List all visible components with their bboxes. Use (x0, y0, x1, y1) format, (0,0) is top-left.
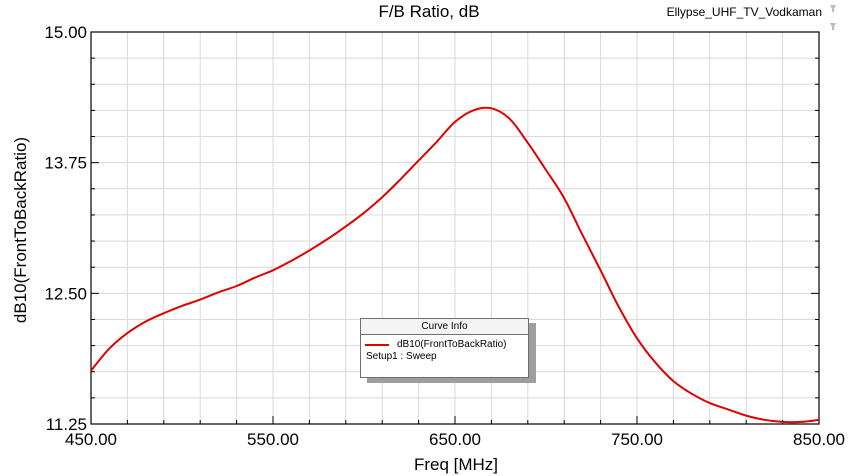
y-tick-labels: 11.25 12.50 13.75 15.00 (44, 23, 87, 434)
x-tick-labels: 450.00 550.00 650.00 750.00 850.00 (65, 430, 845, 449)
x-tick-label: 550.00 (247, 430, 299, 449)
y-axis-label: dB10(FrontToBackRatio) (11, 137, 30, 323)
x-tick-label: 650.00 (429, 430, 481, 449)
pin-icon[interactable] (828, 22, 838, 32)
y-tick-label: 11.25 (46, 415, 87, 434)
pin-icon[interactable] (828, 4, 838, 14)
x-tick-label: 450.00 (65, 430, 117, 449)
y-tick-label: 12.50 (44, 284, 87, 303)
x-tick-label: 850.00 (793, 430, 845, 449)
legend-entry: dB10(FrontToBackRatio) (361, 338, 528, 351)
y-tick-label: 13.75 (44, 154, 87, 173)
y-tick-label: 15.00 (44, 23, 87, 42)
legend-entry-label: dB10(FrontToBackRatio) (397, 339, 507, 350)
project-name: Ellypse_UHF_TV_Vodkaman (666, 5, 822, 19)
x-axis-label: Freq [MHz] (414, 455, 498, 474)
plot-frame (90, 31, 820, 425)
series-line-fb-ratio (90, 106, 820, 424)
legend-swatch (365, 343, 389, 346)
x-tick-label: 750.00 (611, 430, 663, 449)
chart-title: F/B Ratio, dB (378, 2, 480, 21)
legend-setup: Setup1 : Sweep (366, 351, 437, 362)
legend-title: Curve Info (361, 319, 528, 335)
curve-info-legend[interactable]: Curve Info dB10(FrontToBackRatio) Setup1… (360, 318, 529, 378)
